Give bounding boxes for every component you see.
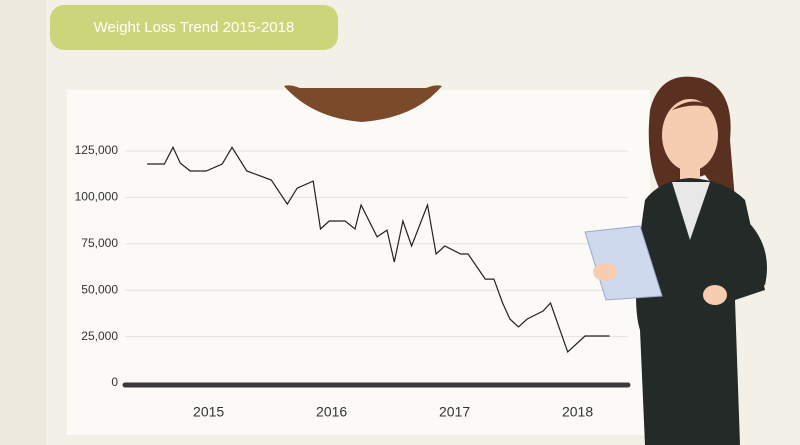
plot: 0 25,000 50,000 75,000 100,000 125,000 2015 201…	[75, 143, 631, 420]
board	[67, 90, 650, 435]
face	[662, 99, 718, 171]
x-tick-label: 2015	[193, 404, 224, 420]
fringe	[672, 101, 718, 112]
suit	[636, 178, 765, 445]
y-tick-label: 0	[111, 375, 118, 389]
hand	[593, 263, 617, 281]
y-tick-label: 50,000	[81, 282, 118, 296]
arm	[715, 210, 767, 300]
x-tick-label: 2018	[562, 404, 593, 420]
y-tick-label: 100,000	[75, 190, 119, 204]
title-pill	[50, 5, 338, 50]
x-tick-label: 2016	[316, 404, 347, 420]
y-tick-label: 75,000	[81, 236, 118, 250]
y-tick-label: 125,000	[75, 143, 119, 157]
chart-title: Weight Loss Trend 2015-2018	[94, 19, 295, 36]
y-tick-label: 25,000	[81, 329, 118, 343]
x-tick-label: 2017	[439, 404, 470, 420]
hanger	[284, 85, 442, 122]
hand	[703, 285, 727, 305]
woman-illustration	[584, 76, 767, 445]
shirt	[672, 182, 710, 240]
trend-line	[147, 145, 610, 354]
